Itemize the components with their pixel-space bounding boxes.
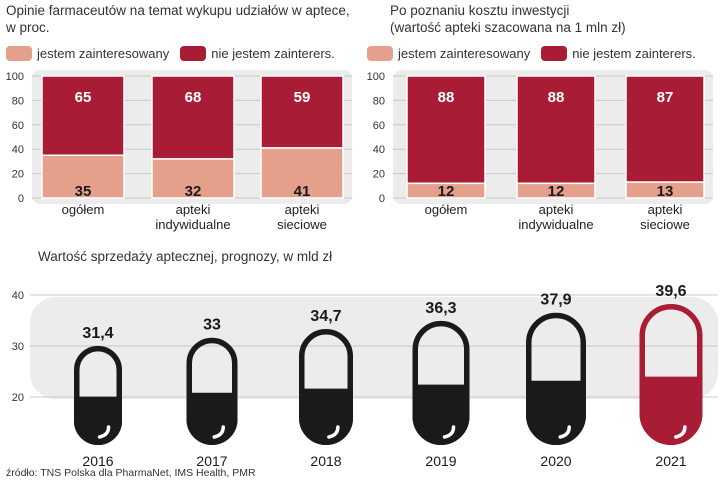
chart1-label-interested: 32 <box>185 183 202 200</box>
legend-swatch-interested <box>6 46 32 61</box>
pill-shine <box>212 425 225 439</box>
chart1-label-interested: 41 <box>294 183 311 200</box>
chart2-bar-interested <box>625 181 705 199</box>
chart2-label-interested: 12 <box>438 183 455 200</box>
pill-year-label: 2016 <box>82 453 113 469</box>
chart2-label-not-interested: 88 <box>438 89 455 106</box>
chart1-y-tick-label: 100 <box>6 71 24 83</box>
chart2-bar-not-interested <box>406 75 486 185</box>
pill-year-label: 2021 <box>655 453 686 469</box>
chart1-y-tick-label: 60 <box>12 120 24 132</box>
pill-bottom-half-fill <box>526 381 586 412</box>
pill-shine <box>674 425 687 439</box>
pill-year-label: 2020 <box>540 453 571 469</box>
chart2-y-tick-label: 0 <box>379 193 385 205</box>
chart2-x-tick-label: apteki sieciowe <box>640 202 690 232</box>
pill-value-label: 37,9 <box>540 292 571 309</box>
chart1-bar-interested <box>260 147 344 199</box>
chart2-y-tick-label: 80 <box>373 95 385 107</box>
chart1-label-not-interested: 68 <box>185 89 202 106</box>
pill-value-label: 39,6 <box>655 283 686 300</box>
chart2-y-tick-label: 40 <box>373 144 385 156</box>
legend-swatch-interested <box>367 46 393 61</box>
chart2-y-tick-label: 100 <box>367 71 385 83</box>
pill-shine <box>442 425 456 439</box>
pill-outline <box>299 329 353 445</box>
chart1-subtitle: w proc. <box>6 20 50 35</box>
pill-bottom-half-fill <box>74 397 122 422</box>
chart1-title-line: Opinie farmaceutów na temat wykupu udzia… <box>6 3 350 18</box>
legend-label-interested: jestem zainteresowany <box>398 46 531 61</box>
chart2-y-tick-label: 60 <box>373 120 385 132</box>
pill-value-label: 33 <box>203 317 221 334</box>
legend-label-interested: jestem zainteresowany <box>37 46 170 61</box>
source-note: źródło: TNS Polska dla PharmaNet, IMS He… <box>6 467 256 479</box>
chart2-label-not-interested: 88 <box>548 89 565 106</box>
pill-outline <box>186 337 238 446</box>
pill-value-label: 34,7 <box>310 308 341 325</box>
chart3-y-tick-label: 30 <box>12 341 24 353</box>
chart1-y-tick-label: 0 <box>18 193 24 205</box>
pill-value-label: 31,4 <box>82 325 113 342</box>
chart3-panel <box>30 297 718 399</box>
pill-outline <box>639 304 703 446</box>
chart1-title: Opinie farmaceutów na temat wykupu udzia… <box>6 2 350 36</box>
legend-swatch-not-interested <box>541 46 568 61</box>
chart2-x-tick-label: apteki indywidualne <box>518 202 593 232</box>
pill-value-label: 36,3 <box>425 300 456 317</box>
chart1-bar-not-interested <box>41 75 125 157</box>
pill-outline <box>526 312 586 445</box>
pill-bottom-half-fill <box>412 385 470 414</box>
chart2-label-interested: 13 <box>657 183 674 200</box>
chart2-legend: jestem zainteresowany nie jestem zainter… <box>367 46 696 61</box>
chart1-x-tick-label: ogółem <box>62 202 105 217</box>
legend-label-not-interested: nie jestem zainterers. <box>572 46 696 61</box>
pill-bottom-half-fill <box>186 393 238 419</box>
chart1-label-not-interested: 59 <box>294 89 311 106</box>
chart2-bar-interested <box>406 182 486 199</box>
chart1-x-tick-label: apteki indywidualne <box>155 202 230 232</box>
pill-bottom-half-fill <box>299 389 353 417</box>
chart1-bar-interested <box>151 158 235 199</box>
pill-shine <box>558 425 571 439</box>
chart1-legend: jestem zainteresowany nie jestem zainter… <box>6 46 335 61</box>
pill-shine <box>97 425 111 439</box>
chart1-bar-not-interested <box>260 75 344 149</box>
chart2-label-interested: 12 <box>548 183 565 200</box>
chart3-title: Wartość sprzedaży aptecznej, prognozy, w… <box>38 249 333 264</box>
chart2-bar-not-interested <box>516 75 596 185</box>
pill-bottom-half-fill <box>639 377 703 409</box>
pill-outline <box>74 345 122 445</box>
chart3-y-tick-label: 40 <box>12 290 24 302</box>
chart2-label-not-interested: 87 <box>657 89 674 106</box>
chart2-title: Po poznaniu kosztu inwestycji (wartość a… <box>390 2 626 36</box>
chart1-y-tick-label: 40 <box>12 144 24 156</box>
pill-shine <box>327 425 340 439</box>
chart2-bar-interested <box>516 182 596 199</box>
chart3-y-tick-label: 20 <box>12 392 24 404</box>
chart1-bar-interested <box>41 154 125 199</box>
chart1-label-not-interested: 65 <box>75 89 92 106</box>
pill-year-label: 2019 <box>425 453 456 469</box>
legend-label-not-interested: nie jestem zainterers. <box>211 46 335 61</box>
pill-outline <box>412 320 470 445</box>
legend-swatch-not-interested <box>180 46 207 61</box>
chart2-x-tick-label: ogółem <box>425 202 468 217</box>
chart2-title-line: Po poznaniu kosztu inwestycji <box>390 3 570 18</box>
chart2-bar-not-interested <box>625 75 705 183</box>
chart2-subtitle: (wartość apteki szacowana na 1 mln zł) <box>390 20 626 35</box>
pill-year-label: 2018 <box>310 453 341 469</box>
pill-year-label: 2017 <box>196 453 227 469</box>
chart1-x-tick-label: apteki sieciowe <box>277 202 327 232</box>
chart2-y-tick-label: 20 <box>373 169 385 181</box>
chart1-y-tick-label: 80 <box>12 95 24 107</box>
chart1-label-interested: 35 <box>75 183 92 200</box>
chart1-y-tick-label: 20 <box>12 169 24 181</box>
